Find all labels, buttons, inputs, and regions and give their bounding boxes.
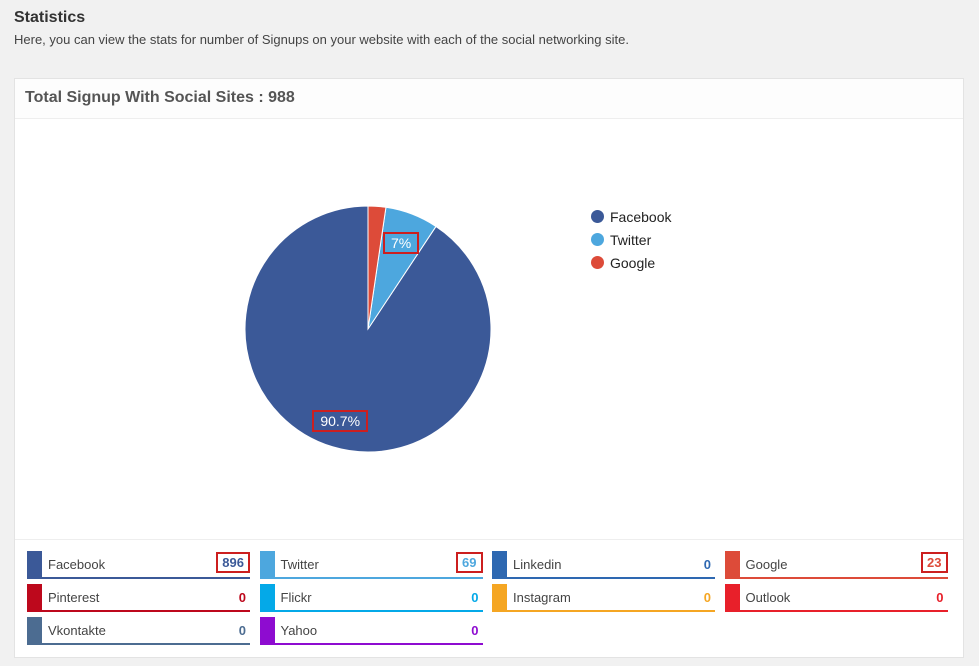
stat-twitter: Twitter 69 (259, 551, 483, 579)
stat-pinterest: Pinterest 0 (27, 584, 250, 612)
stat-value: 0 (471, 590, 479, 605)
stat-value: 0 (471, 623, 479, 638)
stat-name: Twitter (280, 557, 319, 572)
legend-marker (591, 256, 604, 269)
page-title: Statistics (14, 9, 86, 26)
stat-name: Facebook (48, 557, 106, 572)
stat-color-swatch (27, 584, 42, 610)
stat-color-swatch (492, 584, 507, 610)
stat-instagram: Instagram 0 (492, 584, 715, 612)
legend-label: Google (610, 254, 656, 271)
legend-marker (591, 233, 604, 246)
stat-name: Instagram (513, 590, 571, 605)
stat-value: 0 (703, 590, 711, 605)
stat-value: 0 (703, 557, 711, 572)
statistics-panel: Total Signup With Social Sites : 988 90.… (14, 78, 964, 658)
stat-name: Vkontakte (48, 623, 106, 638)
stat-facebook: Facebook 896 (27, 551, 250, 579)
stat-color-swatch (27, 617, 42, 643)
stat-value: 896 (216, 552, 250, 573)
pie-slice-google[interactable] (367, 205, 387, 330)
stat-name: Pinterest (48, 590, 100, 605)
legend-marker (591, 210, 604, 223)
stat-color-swatch (259, 617, 275, 643)
stat-yahoo: Yahoo 0 (259, 617, 483, 645)
stat-value: 23 (921, 552, 948, 573)
legend-label: Twitter (610, 231, 652, 248)
chart-legend: Facebook Twitter Google (591, 205, 671, 274)
stat-name: Linkedin (513, 557, 562, 572)
stat-value: 0 (936, 590, 944, 605)
stat-flickr: Flickr 0 (259, 584, 483, 612)
stat-name: Yahoo (280, 623, 318, 638)
slice-label-facebook: 90.7% (312, 409, 369, 432)
legend-item-facebook[interactable]: Facebook (591, 205, 671, 228)
pie-chart-area: 90.7% 7% Facebook Twitter Google (15, 119, 963, 540)
stat-color-swatch (724, 551, 740, 577)
stat-outlook: Outlook 0 (724, 584, 948, 612)
stat-google: Google 23 (724, 551, 948, 579)
legend-label: Facebook (610, 208, 672, 225)
stat-color-swatch (724, 584, 740, 610)
page-description: Here, you can view the stats for number … (14, 32, 629, 47)
legend-item-google[interactable]: Google (591, 251, 671, 274)
pie-chart (244, 205, 492, 453)
stat-color-swatch (27, 551, 42, 577)
stat-value: 0 (238, 590, 246, 605)
stat-name: Flickr (280, 590, 312, 605)
slice-label-twitter: 7% (382, 231, 420, 254)
stat-value: 69 (456, 552, 483, 573)
legend-item-twitter[interactable]: Twitter (591, 228, 671, 251)
stat-name: Google (745, 557, 788, 572)
panel-title: Total Signup With Social Sites : 988 (25, 89, 295, 106)
stat-value: 0 (238, 623, 246, 638)
stat-color-swatch (259, 551, 275, 577)
panel-header: Total Signup With Social Sites : 988 (15, 79, 963, 119)
stat-color-swatch (492, 551, 507, 577)
stat-vkontakte: Vkontakte 0 (27, 617, 250, 645)
stat-linkedin: Linkedin 0 (492, 551, 715, 579)
stat-color-swatch (259, 584, 275, 610)
stat-name: Outlook (745, 590, 791, 605)
